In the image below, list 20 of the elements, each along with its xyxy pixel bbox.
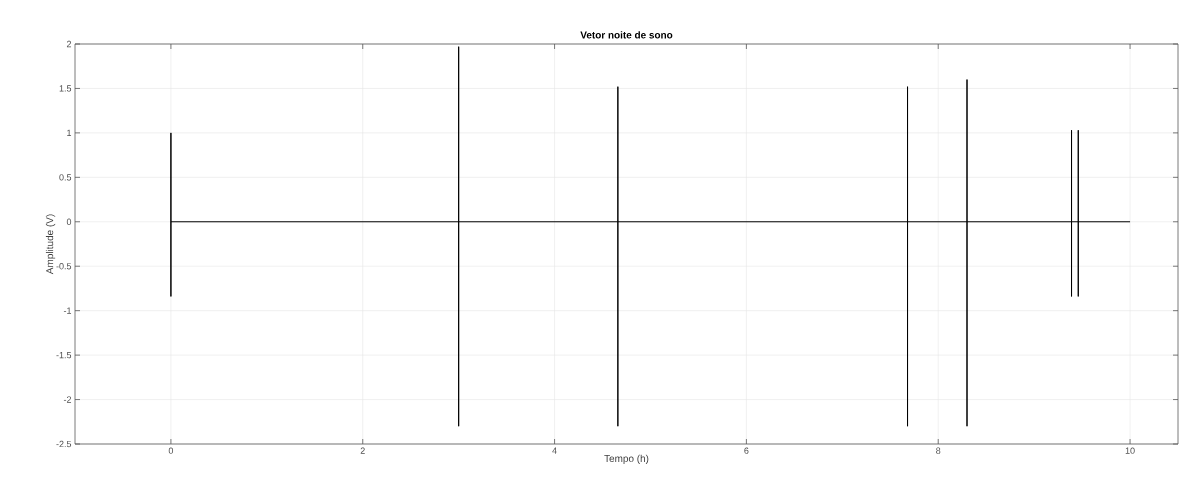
line-series — [170, 46, 1131, 427]
y-tick-label: 1 — [67, 129, 72, 136]
y-tick-label: -2.5 — [56, 440, 72, 448]
y-tick-label: 1.5 — [59, 85, 72, 92]
chart-title: Vetor noite de sono — [580, 31, 673, 39]
x-tick-label: 4 — [552, 447, 557, 454]
y-tick-label: -1.5 — [56, 351, 72, 359]
x-tick-label: 8 — [936, 447, 941, 454]
x-axis-title: Tempo (h) — [604, 454, 649, 464]
x-tick-label: 10 — [1125, 447, 1135, 454]
x-tick-label: 6 — [744, 447, 749, 454]
y-axis-title: Amplitude (V) — [45, 214, 56, 275]
y-tick-label: -2 — [63, 396, 72, 403]
y-tick-label: 0 — [66, 218, 72, 225]
x-tick-label: 0 — [168, 447, 174, 454]
y-tick-label: 0.5 — [59, 174, 72, 181]
y-tick-label: -1 — [63, 307, 72, 314]
y-tick-label: 2 — [66, 40, 72, 48]
x-tick-label: 2 — [360, 447, 365, 454]
y-tick-label: -0.5 — [56, 263, 72, 270]
